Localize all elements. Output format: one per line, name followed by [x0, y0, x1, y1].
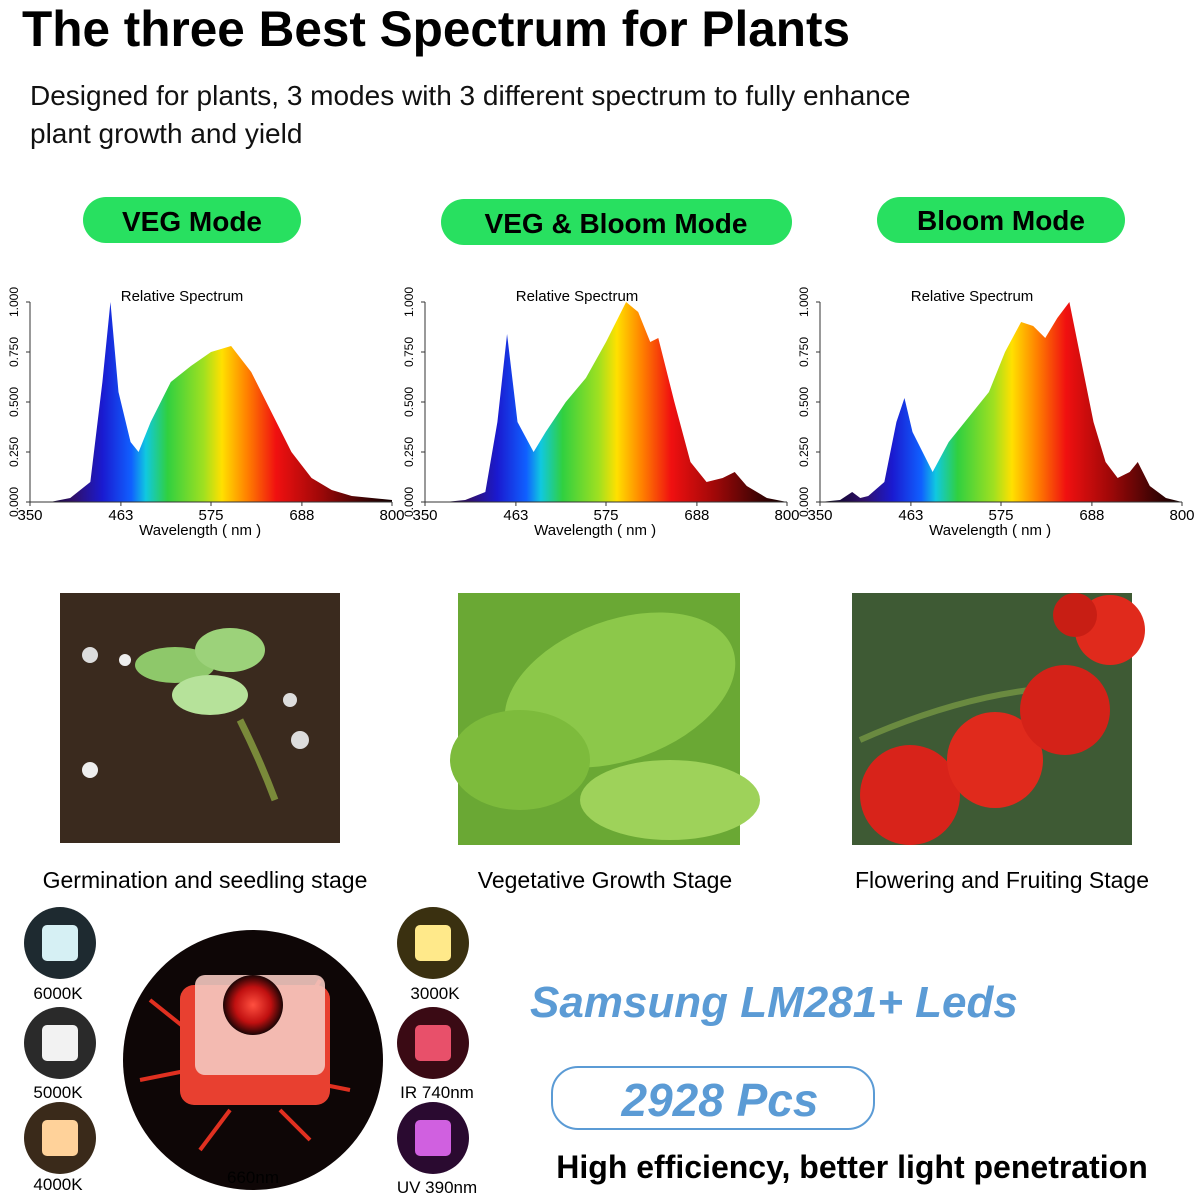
y-tick-label: 0.000: [7, 487, 21, 517]
x-tick-label: 688: [684, 507, 709, 524]
spectrum-chart: 350 463 575 688 800 0.000 0.250 0.500 0.750 1.000…: [402, 287, 800, 539]
x-tick-label: 688: [1079, 507, 1104, 524]
subtitle: Designed for plants, 3 modes with 3 diff…: [30, 80, 910, 111]
stage-caption: Flowering and Fruiting Stage: [855, 867, 1149, 893]
x-tick-label: 463: [108, 507, 133, 524]
mode-pill: [877, 197, 1125, 243]
stage-caption: Vegetative Growth Stage: [478, 867, 732, 893]
title: The three Best Spectrum for Plants: [22, 1, 850, 57]
spectrum-chart: 350 463 575 688 800 0.000 0.250 0.500 0.750 1.000…: [7, 287, 405, 539]
x-tick-label: 350: [807, 507, 832, 524]
led-label: 6000K: [33, 984, 83, 1003]
tagline: High efficiency, better light penetratio…: [556, 1149, 1147, 1185]
y-tick-label: 0.250: [402, 437, 416, 467]
led-label: 3000K: [410, 984, 460, 1003]
mode-label: VEG & Bloom Mode: [485, 208, 748, 239]
photo-tomatoes: [852, 593, 1145, 845]
led-label: 660nm: [227, 1168, 279, 1187]
mode-pill: [83, 197, 301, 243]
led-label: UV 390nm: [397, 1178, 477, 1197]
y-tick-label: 0.750: [797, 337, 811, 367]
charts: 350 463 575 688 8000.0000.2500.5000.7501.000…: [7, 287, 1195, 539]
x-tick-label: 800: [379, 507, 404, 524]
stage-caption: Germination and seedling stage: [43, 867, 368, 893]
photo-seedling: [60, 593, 340, 843]
y-tick-label: 0.000: [402, 487, 416, 517]
x-tick-label: 575: [198, 507, 223, 524]
y-tick-label: 1.000: [7, 287, 21, 317]
count: 2928 Pcs: [621, 1074, 819, 1126]
x-tick-label: 350: [17, 507, 42, 524]
mode-label: Bloom Mode: [917, 205, 1085, 236]
mode-label: VEG Mode: [122, 206, 262, 237]
led-label: 5000K: [33, 1083, 83, 1102]
chart-title: Relative Spectrum: [911, 288, 1034, 305]
count-pill: [551, 1066, 875, 1130]
y-tick-label: 0.500: [797, 387, 811, 417]
x-tick-label: 800: [1169, 507, 1194, 524]
led-icons: [24, 907, 469, 1190]
y-tick-label: 0.250: [7, 437, 21, 467]
y-tick-label: 0.500: [7, 387, 21, 417]
x-axis-label: Wavelength ( nm ): [929, 522, 1051, 539]
mode-pill: [441, 199, 792, 245]
spectrum-area: [820, 302, 1182, 502]
chart-title: Relative Spectrum: [516, 288, 639, 305]
y-tick-label: 0.500: [402, 387, 416, 417]
x-axis-label: Wavelength ( nm ): [534, 522, 656, 539]
spectrum-area: [425, 302, 787, 502]
x-tick-label: 800: [774, 507, 799, 524]
y-tick-label: 0.250: [797, 437, 811, 467]
y-tick-label: 0.750: [7, 337, 21, 367]
x-tick-label: 688: [289, 507, 314, 524]
chart-title: Relative Spectrum: [121, 288, 244, 305]
y-tick-label: 1.000: [797, 287, 811, 317]
led-label: IR 740nm: [400, 1083, 474, 1102]
photo-leaves: [450, 593, 760, 845]
brand: Samsung LM281+ Leds: [530, 978, 1018, 1027]
x-tick-label: 350: [412, 507, 437, 524]
y-tick-label: 0.750: [402, 337, 416, 367]
x-tick-label: 463: [898, 507, 923, 524]
spectrum-area: [30, 302, 392, 502]
x-tick-label: 575: [593, 507, 618, 524]
y-tick-label: 0.000: [797, 487, 811, 517]
x-axis-label: Wavelength ( nm ): [139, 522, 261, 539]
x-tick-label: 575: [988, 507, 1013, 524]
subtitle: plant growth and yield: [30, 118, 302, 149]
x-tick-label: 463: [503, 507, 528, 524]
y-tick-label: 1.000: [402, 287, 416, 317]
led-label: 4000K: [33, 1175, 83, 1194]
spectrum-chart: 350 463 575 688 800 0.000 0.250 0.500 0.750 1.000…: [797, 287, 1195, 539]
